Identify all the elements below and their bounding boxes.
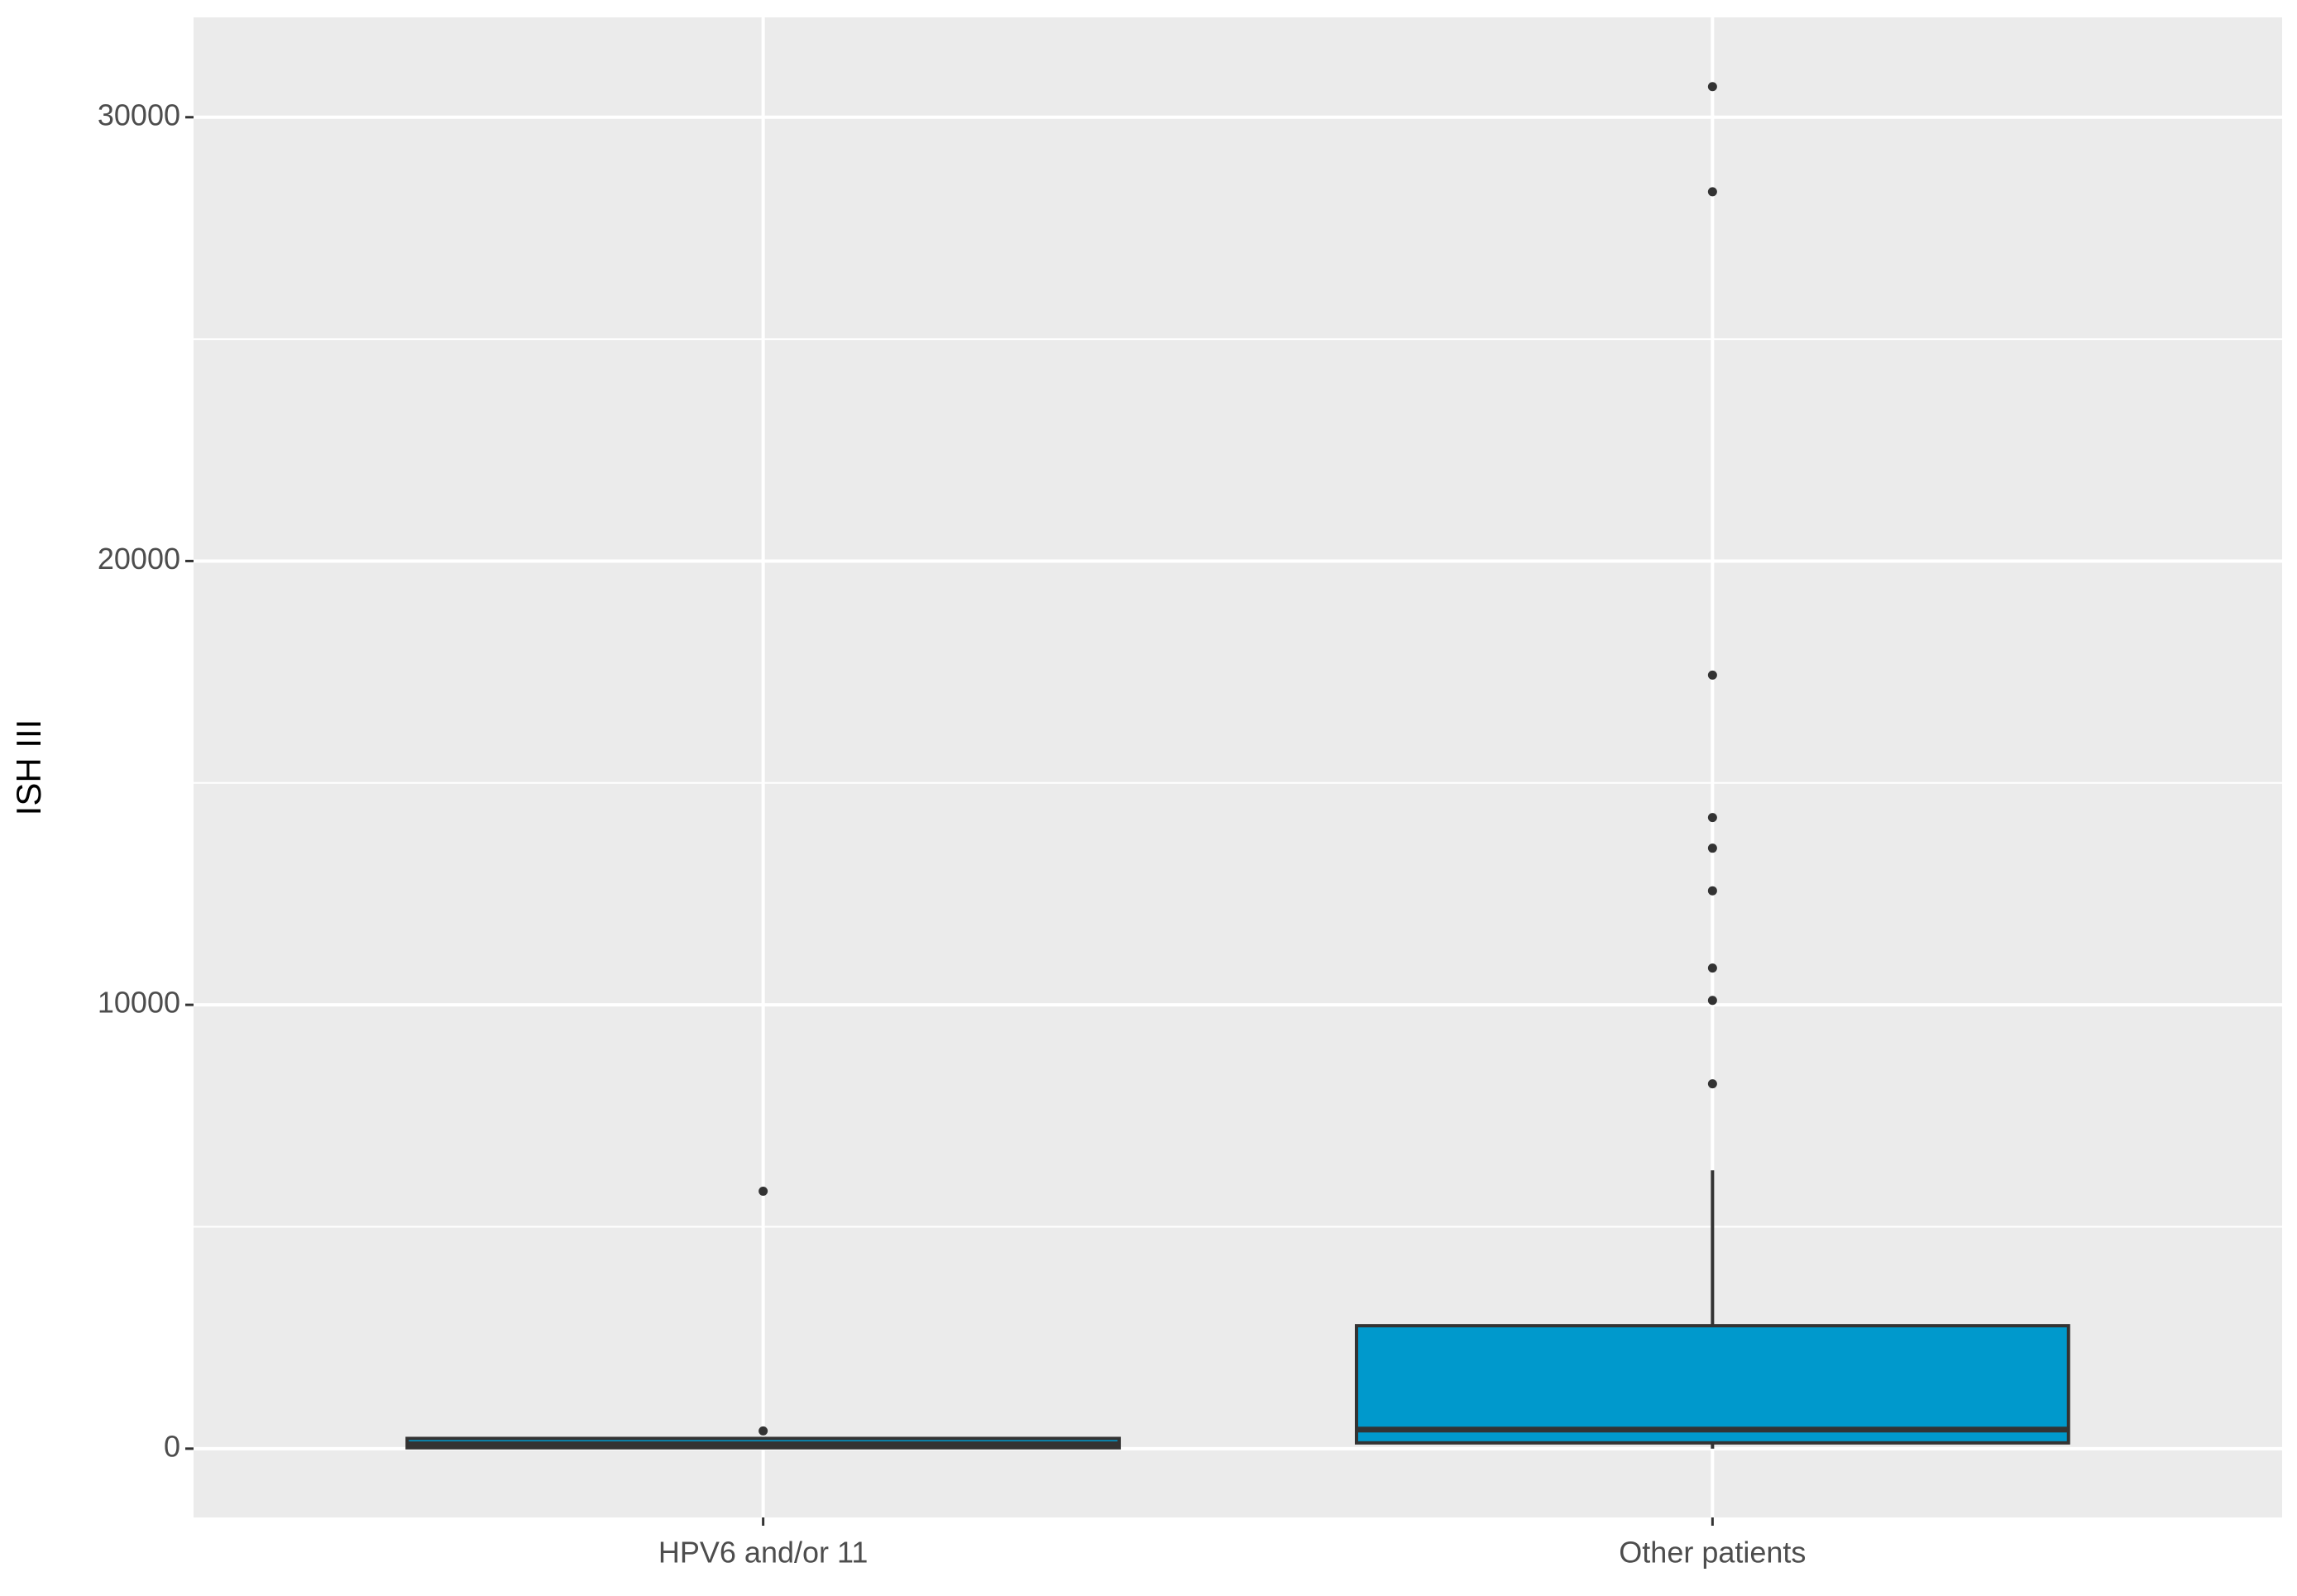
outlier <box>1707 670 1717 680</box>
outlier <box>1707 1079 1717 1089</box>
x-tick-label: HPV6 and/or 11 <box>658 1536 869 1570</box>
outlier <box>1707 963 1717 973</box>
outlier <box>1707 886 1717 896</box>
y-tick-label: 30000 <box>98 98 180 131</box>
outlier <box>1707 187 1717 197</box>
outlier <box>1707 996 1717 1006</box>
outlier <box>758 1187 768 1197</box>
y-tick-label: 0 <box>164 1429 180 1463</box>
box <box>1354 1324 2070 1445</box>
x-tick-label: Other patients <box>1619 1536 1806 1570</box>
outlier <box>1707 813 1717 823</box>
y-axis-title: ISH III <box>9 719 48 816</box>
y-tick-label: 10000 <box>98 986 180 1020</box>
outlier <box>1707 82 1717 92</box>
panel <box>194 17 2282 1517</box>
y-tick-label: 20000 <box>98 542 180 576</box>
outlier <box>1707 843 1717 853</box>
outlier <box>758 1426 768 1436</box>
